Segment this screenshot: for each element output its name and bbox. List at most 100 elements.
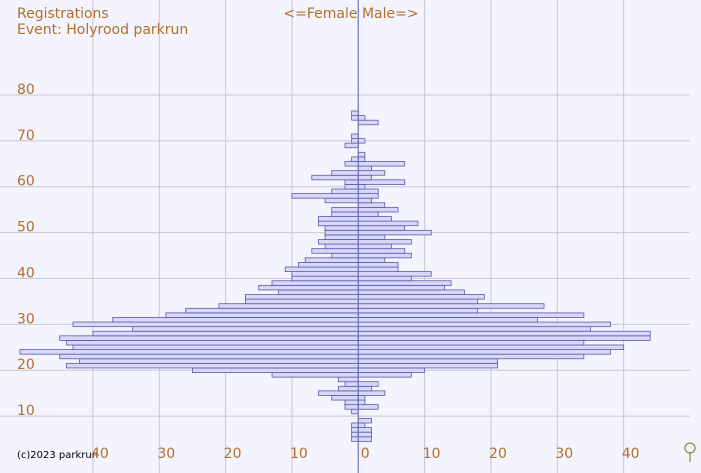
male-bar xyxy=(357,239,412,245)
male-bar xyxy=(357,358,498,364)
male-bar xyxy=(357,294,485,300)
male-bar xyxy=(357,404,379,410)
male-bar xyxy=(357,381,379,387)
female-bar xyxy=(344,399,359,406)
male-bar xyxy=(357,284,445,291)
y-tick-label: 50 xyxy=(17,220,35,236)
male-bar xyxy=(357,165,372,172)
female-bar xyxy=(344,179,359,185)
x-tick-label: 30 xyxy=(157,446,175,462)
x-tick-label: 0 xyxy=(361,446,370,462)
male-bar xyxy=(357,266,399,272)
female-bar xyxy=(318,239,359,245)
male-bar xyxy=(357,174,372,181)
male-bar xyxy=(357,422,366,428)
female-bar xyxy=(337,385,359,392)
female-bar xyxy=(258,284,359,291)
female-bar xyxy=(331,211,359,217)
male-bar xyxy=(357,184,366,190)
female-bar xyxy=(192,367,359,373)
female-bar xyxy=(331,170,359,176)
male-bar xyxy=(357,216,392,222)
male-bar xyxy=(357,262,399,268)
chart-title: Registrations xyxy=(17,6,109,22)
x-tick-label: 10 xyxy=(290,446,308,462)
female-bar xyxy=(324,229,359,236)
x-tick-label: 30 xyxy=(555,446,573,462)
female-bar xyxy=(218,303,359,309)
female-bar xyxy=(318,216,359,222)
male-bar xyxy=(357,257,386,263)
female-bar xyxy=(245,298,359,305)
female-bar xyxy=(59,353,359,360)
male-bar xyxy=(357,418,372,424)
male-bar xyxy=(357,211,379,217)
male-bar xyxy=(357,317,538,323)
male-bar xyxy=(357,161,406,167)
male-bar xyxy=(357,252,412,259)
male-bar xyxy=(357,436,372,442)
female-bar xyxy=(291,275,359,282)
female-bar xyxy=(351,115,359,121)
male-bar xyxy=(357,399,366,406)
female-bar xyxy=(344,161,359,167)
male-bar xyxy=(357,248,406,254)
male-bar xyxy=(357,138,366,144)
y-tick-label: 60 xyxy=(17,174,35,190)
male-bar xyxy=(357,303,545,309)
x-tick-label: 10 xyxy=(423,446,441,462)
female-bar xyxy=(351,436,359,442)
female-bar xyxy=(344,184,359,190)
male-bar xyxy=(357,390,386,396)
female-bar xyxy=(72,321,359,328)
female-bar xyxy=(351,133,359,139)
male-bar xyxy=(357,385,372,392)
female-bar xyxy=(351,156,359,162)
male-bar xyxy=(357,289,465,295)
male-bar xyxy=(357,229,432,236)
male-bar xyxy=(357,202,386,208)
female-bar xyxy=(324,225,359,231)
x-tick-label: 40 xyxy=(622,446,640,462)
female-bar xyxy=(79,358,359,364)
male-bar xyxy=(357,170,386,176)
female-bar xyxy=(351,110,359,117)
male-bar xyxy=(357,340,585,346)
female-bar xyxy=(311,174,359,181)
female-bar xyxy=(59,335,359,341)
credit: (c)2023 parkrun xyxy=(17,450,98,461)
male-bar xyxy=(357,220,419,227)
female-bar xyxy=(351,138,359,144)
male-bar xyxy=(357,151,366,158)
female-bar xyxy=(19,349,359,355)
male-bar xyxy=(357,119,379,126)
male-bar xyxy=(357,234,386,240)
male-bar xyxy=(357,344,625,350)
male-bar xyxy=(357,243,392,250)
female-bar xyxy=(331,206,359,213)
female-bar xyxy=(298,262,359,268)
male-bar xyxy=(357,225,406,231)
y-tick-label: 80 xyxy=(17,82,35,98)
female-bar xyxy=(291,271,359,277)
female-bar xyxy=(284,266,359,272)
male-bar xyxy=(357,115,366,121)
male-bar xyxy=(357,395,366,401)
male-bar xyxy=(357,275,412,282)
annotation: <=Female Male=> xyxy=(283,6,418,22)
bars xyxy=(19,0,651,473)
female-bar xyxy=(337,376,359,383)
female-bar xyxy=(278,289,359,295)
male-bar xyxy=(357,312,585,318)
male-bar xyxy=(357,362,498,369)
female-bar xyxy=(351,408,359,415)
male-bar xyxy=(357,271,432,277)
female-bar xyxy=(112,317,359,323)
female-bar xyxy=(304,257,359,263)
y-tick-label: 10 xyxy=(17,403,35,419)
female-bar xyxy=(324,243,359,250)
male-bar xyxy=(357,179,406,185)
male-bar xyxy=(357,427,372,433)
chart-subtitle: Event: Holyrood parkrun xyxy=(17,22,188,38)
